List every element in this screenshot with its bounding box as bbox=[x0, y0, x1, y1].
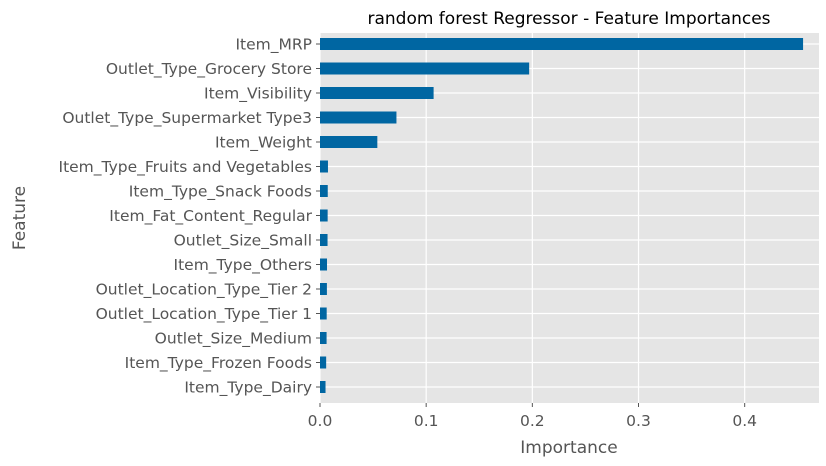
x-tick-label: 0.3 bbox=[626, 412, 651, 430]
bar bbox=[320, 136, 378, 148]
bar bbox=[320, 234, 328, 246]
bar bbox=[320, 185, 328, 197]
y-tick-label: Item_Type_Dairy bbox=[184, 379, 312, 398]
x-tick-label: 0.0 bbox=[308, 412, 333, 430]
bar bbox=[320, 381, 326, 393]
y-tick-label: Item_Type_Others bbox=[174, 256, 312, 275]
x-tick-labels: 0.0 0.1 0.2 0.3 0.4 bbox=[308, 412, 757, 430]
y-tick-label: Item_Visibility bbox=[204, 85, 312, 104]
y-tick-label: Outlet_Location_Type_Tier 2 bbox=[96, 281, 312, 300]
x-tick-label: 0.4 bbox=[732, 412, 757, 430]
y-axis-title: Feature bbox=[10, 186, 30, 250]
bar bbox=[320, 62, 530, 75]
bars bbox=[320, 38, 804, 393]
bar bbox=[320, 258, 328, 271]
y-tick-label: Outlet_Location_Type_Tier 1 bbox=[96, 305, 312, 324]
y-tick-label: Outlet_Size_Small bbox=[174, 232, 312, 251]
y-tick-label: Item_Weight bbox=[215, 134, 312, 153]
bar bbox=[320, 111, 397, 124]
x-tick-label: 0.1 bbox=[414, 412, 439, 430]
y-tick-label: Outlet_Type_Grocery Store bbox=[106, 60, 312, 79]
bar bbox=[320, 160, 328, 173]
x-tick-label: 0.2 bbox=[520, 412, 545, 430]
y-tick-label: Item_MRP bbox=[235, 36, 312, 55]
bar bbox=[320, 307, 327, 320]
bar bbox=[320, 209, 328, 222]
y-tick-label: Item_Fat_Content_Regular bbox=[109, 207, 312, 226]
tick-marks bbox=[316, 43, 746, 407]
y-tick-label: Item_Type_Frozen Foods bbox=[125, 354, 312, 373]
bar bbox=[320, 38, 804, 50]
bar bbox=[320, 332, 327, 344]
bar bbox=[320, 283, 327, 295]
y-tick-label: Outlet_Type_Supermarket Type3 bbox=[62, 109, 312, 128]
y-tick-labels: Item_MRP Outlet_Type_Grocery Store Item_Vi… bbox=[59, 36, 313, 398]
y-tick-label: Item_Type_Snack Foods bbox=[129, 183, 312, 202]
x-axis-title: Importance bbox=[520, 438, 617, 458]
bar bbox=[320, 356, 327, 369]
bar bbox=[320, 87, 434, 99]
y-tick-label: Outlet_Size_Medium bbox=[155, 330, 312, 349]
y-tick-label: Item_Type_Fruits and Vegetables bbox=[59, 158, 313, 177]
chart-title: random forest Regressor - Feature Import… bbox=[367, 9, 770, 29]
